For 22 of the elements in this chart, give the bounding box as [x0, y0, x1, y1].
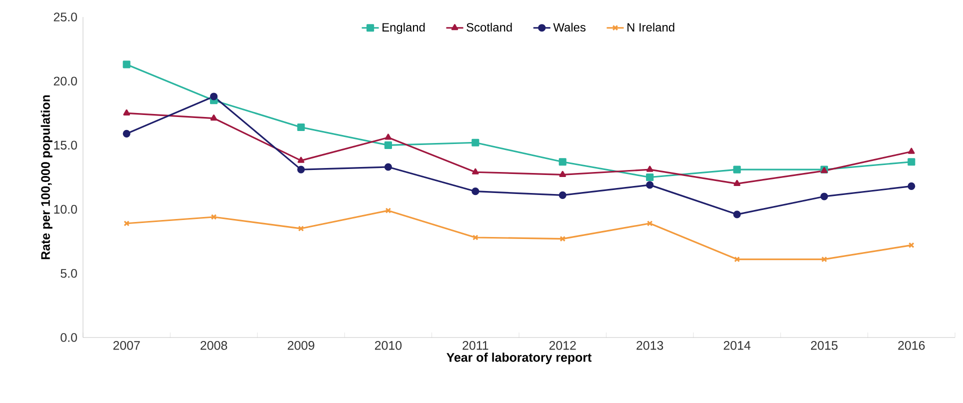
x-tick-label: 2009 [288, 341, 314, 350]
y-tick-label: 10.0 [54, 204, 77, 214]
y-tick-label: 5.0 [60, 268, 77, 278]
x-tick-label: 2014 [724, 341, 750, 350]
x-axis-title: Year of laboratory report [446, 352, 592, 364]
legend-label: Scotland [466, 22, 512, 32]
y-tick-label: 25.0 [54, 12, 77, 22]
y-axis-title: Rate per 100,000 population [40, 95, 52, 260]
x-tick-label: 2008 [200, 341, 228, 350]
legend-label: Wales [553, 22, 586, 32]
legend-label: N Ireland [628, 22, 674, 32]
legend-label: England [382, 22, 425, 34]
x-tick-label: 2013 [636, 341, 664, 350]
y-tick-label: 20.0 [54, 76, 77, 86]
x-tick-label: 2012 [549, 341, 576, 350]
y-tick-label: 15.0 [54, 140, 77, 150]
x-tick-label: 2007 [113, 341, 140, 350]
x-tick-label: 2015 [810, 341, 838, 350]
y-tick-label: 0.0 [60, 333, 77, 342]
x-tick-label: 2016 [898, 341, 925, 350]
x-tick-label: 2011 [462, 341, 488, 350]
x-tick-label: 2010 [374, 341, 402, 350]
